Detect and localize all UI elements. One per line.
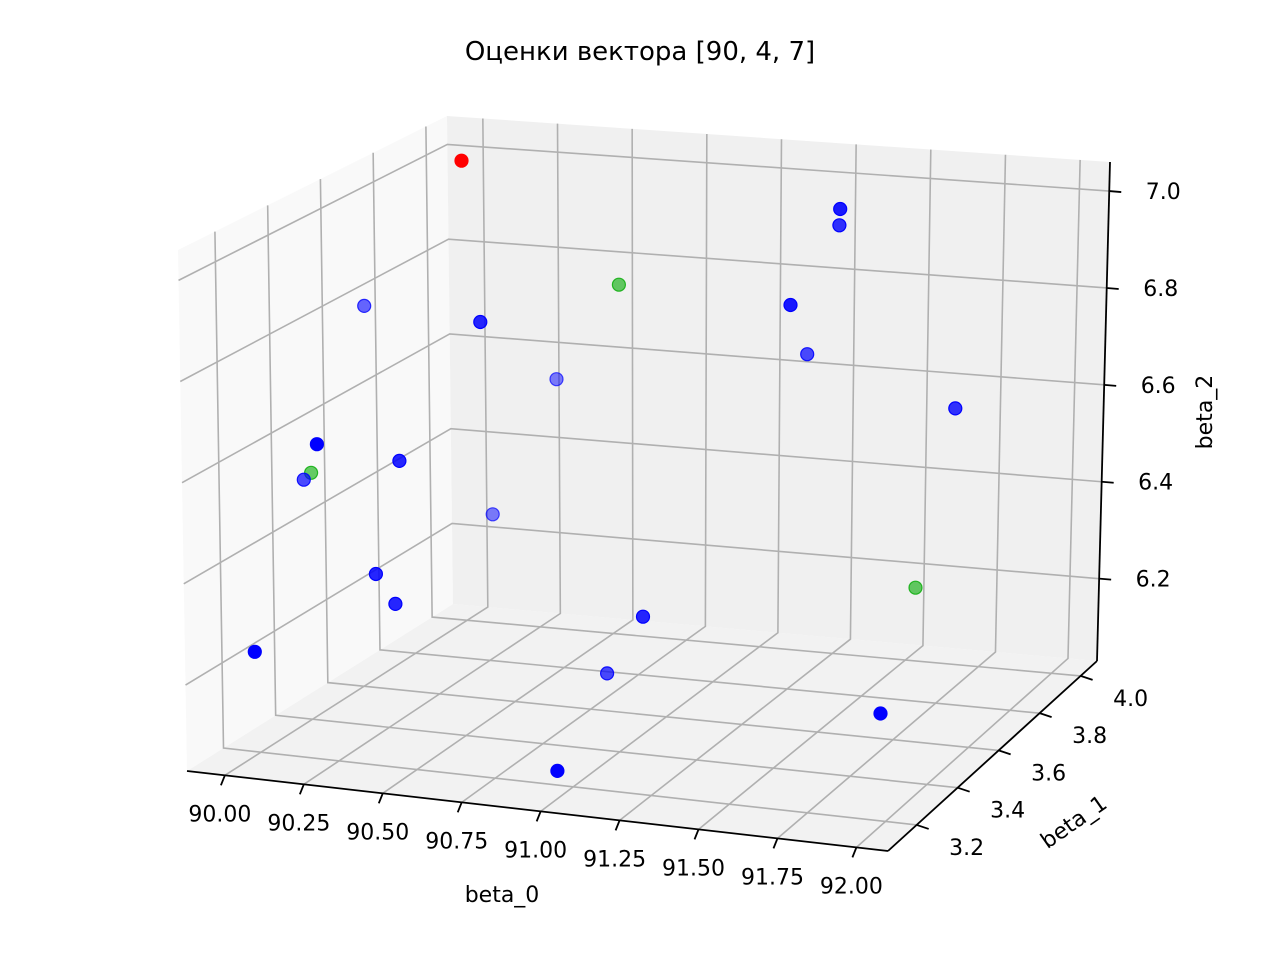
x-tick-label: 91.75 <box>741 865 804 890</box>
y-gridline <box>425 126 1081 677</box>
z-tick-label: 6.4 <box>1138 471 1173 496</box>
z-tick-label: 6.6 <box>1141 374 1176 399</box>
y-tick <box>998 749 1011 756</box>
data-point <box>550 763 565 779</box>
z-tick <box>1106 287 1119 290</box>
y-gridline <box>266 205 958 789</box>
z-gridline <box>185 522 1100 686</box>
data-point <box>309 437 324 452</box>
x-tick-label: 91.25 <box>583 847 646 872</box>
data-point <box>368 566 383 582</box>
data-point <box>392 453 407 468</box>
x-tick <box>456 802 463 813</box>
y-tick <box>1080 675 1093 681</box>
z-tick-label: 6.2 <box>1136 568 1171 593</box>
x-tick-label: 90.50 <box>346 820 409 845</box>
x-tick-label: 90.00 <box>188 802 251 827</box>
data-point <box>599 666 615 681</box>
z-tick-label: 6.8 <box>1143 277 1178 302</box>
y-gridline <box>214 231 917 826</box>
y-tick-label: 3.2 <box>949 836 984 861</box>
z-tick <box>1109 190 1122 193</box>
z-gridline <box>179 238 1107 383</box>
data-point <box>485 507 500 522</box>
x-tick <box>220 774 226 786</box>
data-point <box>611 277 627 292</box>
tick-labels: 90.00 90.25 90.50 90.75 91.00 91.25 91.50 91.75… <box>188 180 1180 899</box>
y-gridline <box>319 179 999 752</box>
data-point <box>357 298 372 313</box>
x-tick <box>377 793 384 804</box>
y-tick-label: 3.4 <box>990 799 1025 824</box>
data-point <box>296 472 311 487</box>
x-axis-label: beta_0 <box>465 883 540 908</box>
data-point <box>783 297 798 313</box>
x-tick <box>772 838 779 849</box>
x-tick <box>693 829 700 840</box>
gridlines <box>178 118 1110 848</box>
back-pane <box>447 116 1110 661</box>
data-point <box>388 596 403 612</box>
ticks <box>220 190 1122 858</box>
z-tick <box>1099 577 1112 581</box>
x-tick <box>535 811 542 822</box>
y-axis-line <box>887 660 1098 852</box>
y-tick <box>916 824 929 830</box>
x-tick-label: 91.00 <box>504 838 567 863</box>
x-tick-label: 92.00 <box>820 874 883 899</box>
z-axis-line <box>1096 161 1111 662</box>
chart-title: Оценки вектора [90, 4, 7] <box>465 37 815 67</box>
z-gridline <box>178 143 1110 282</box>
x-tick <box>298 783 305 795</box>
z-tick <box>1104 383 1117 387</box>
panes <box>178 116 1110 851</box>
data-point <box>473 314 488 330</box>
y-gridline <box>372 152 1040 714</box>
data-point <box>908 580 923 595</box>
z-gridline <box>181 333 1105 484</box>
data-point <box>832 218 847 233</box>
data-point <box>247 644 262 659</box>
bottom-pane <box>187 604 1097 851</box>
y-tick-label: 3.8 <box>1072 724 1107 749</box>
y-axis-label: beta_1 <box>1037 791 1112 854</box>
z-axis-label: beta_2 <box>1193 375 1218 450</box>
x-tick <box>851 847 858 858</box>
data-point <box>635 609 651 624</box>
data-point <box>833 201 848 217</box>
y-tick-label: 3.6 <box>1031 761 1066 786</box>
points <box>247 153 963 779</box>
true-value-point <box>454 153 469 168</box>
z-tick-label: 7.0 <box>1146 180 1181 205</box>
x-tick <box>614 820 621 831</box>
data-point <box>549 372 564 387</box>
x-tick-label: 90.25 <box>267 811 330 836</box>
z-tick <box>1101 480 1114 484</box>
x-tick-label: 91.50 <box>662 856 725 881</box>
data-point <box>873 706 888 721</box>
y-tick <box>957 786 970 793</box>
y-tick-label: 4.0 <box>1113 687 1148 712</box>
x-tick-label: 90.75 <box>425 829 488 854</box>
data-point <box>948 401 963 416</box>
y-tick <box>1039 712 1052 719</box>
data-point <box>800 347 815 362</box>
z-gridline <box>183 427 1102 585</box>
